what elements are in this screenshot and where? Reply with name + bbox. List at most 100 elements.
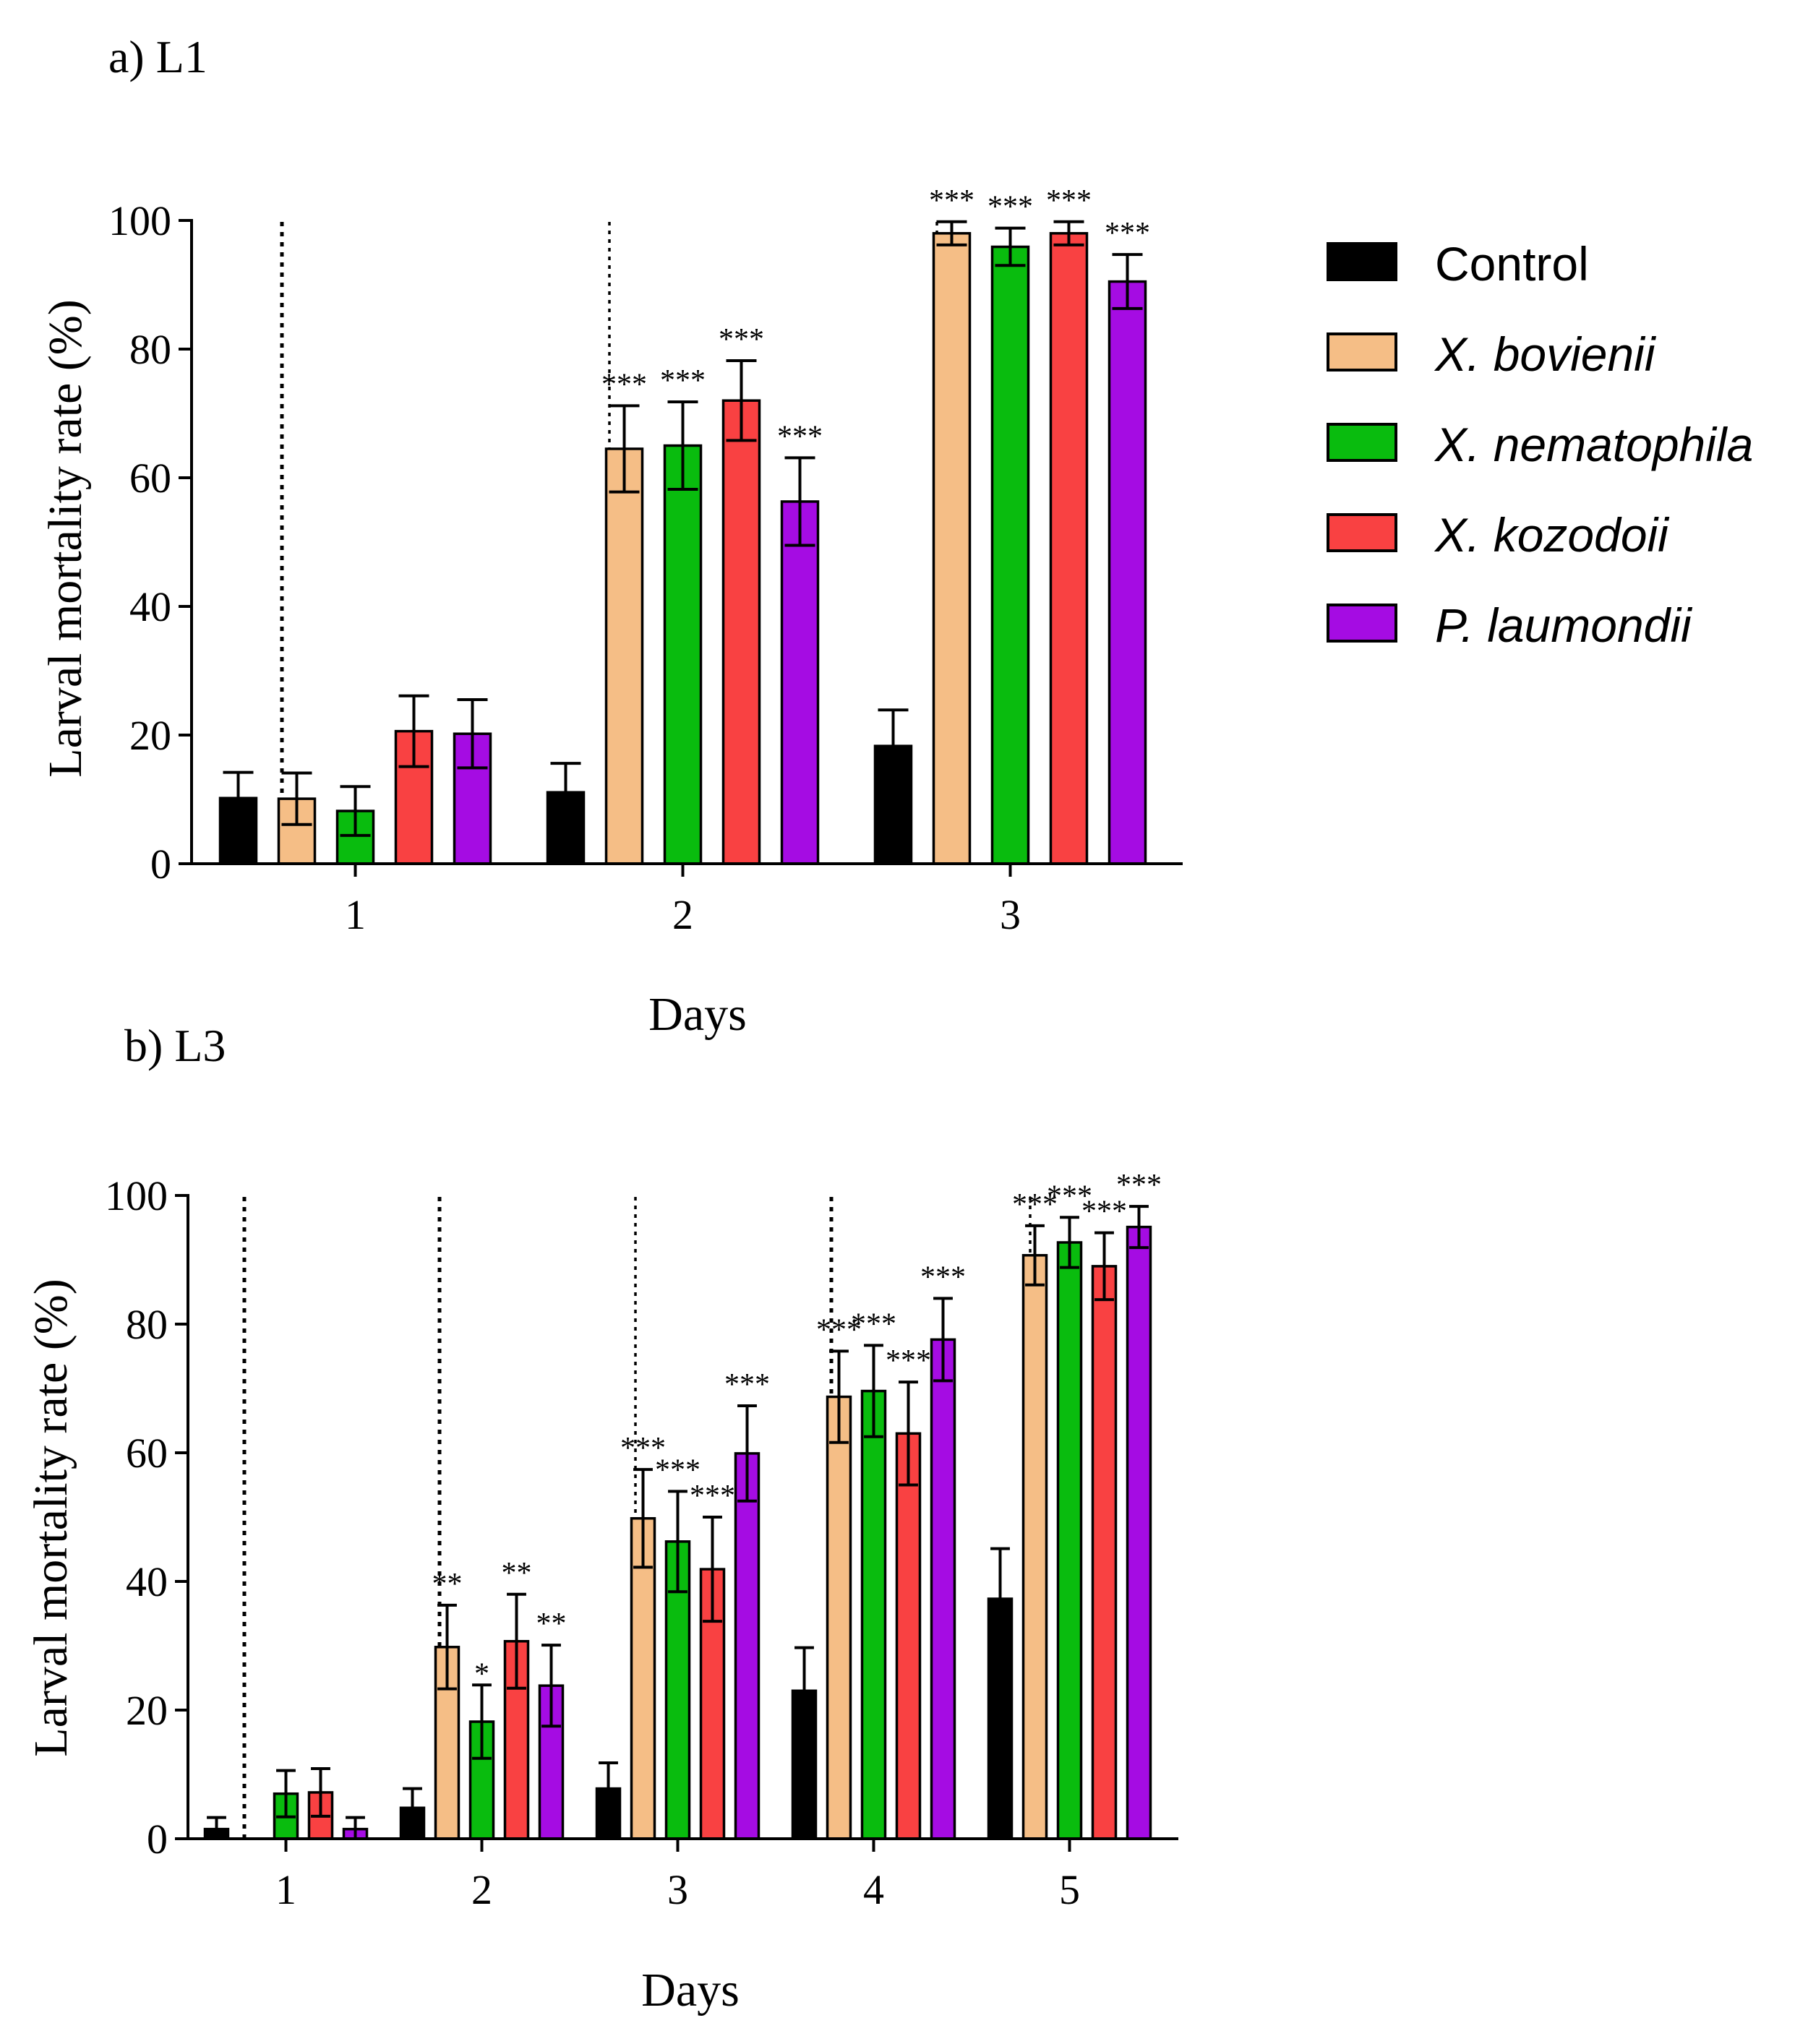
panel-b-bar-x-bovienii-day-5-error-bar: [1025, 1224, 1045, 1287]
panel-b-bar-x-kozodoii-day-3-significance: ***: [690, 1480, 735, 1513]
panel-b-bar-x-kozodoii-day-1-error-bar: [311, 1766, 330, 1818]
panel-b-bar-x-kozodoii-day-4-error-bar: [899, 1380, 918, 1487]
panel-b-bar-control-day-4-error-bar: [794, 1646, 814, 1735]
panel-a-bar-control-day-2-error-bar: [550, 762, 581, 823]
panel-a-bar-x-bovienii-day-2: [604, 447, 644, 865]
panel-a-title: a) L1: [108, 31, 207, 82]
legend-label-x-nematophila: X. nematophila: [1434, 418, 1753, 471]
panel-b-bar-x-bovienii-day-3: [630, 1517, 656, 1840]
legend: Control X. bovienii X. nematophila X. ko…: [1327, 237, 1753, 652]
panel-a-x-axis-title: Days: [648, 988, 747, 1041]
panel-a-bar-x-kozodoii-day-2: [721, 399, 761, 865]
panel-b-bar-x-nematophila-day-5-significance: ***: [1047, 1180, 1092, 1213]
panel-a-bar-x-bovienii-day-2-error-bar: [609, 404, 640, 494]
panel-a-bar-x-nematophila-day-3: [990, 245, 1030, 865]
panel-a-bar-p-laumondii-day-2-significance: ***: [777, 420, 823, 453]
panel-b-bar-x-bovienii-day-2-error-bar: [437, 1603, 457, 1691]
panel-a-y-tick-label-40: 40: [129, 583, 171, 630]
panel-b-bar-p-laumondii-day-3: [734, 1452, 761, 1840]
panel-b-y-tick-label-60: 60: [126, 1430, 168, 1477]
panel-b-bar-x-nematophila-day-1-error-bar: [276, 1769, 296, 1818]
panel-b-bar-control-day-3-error-bar: [599, 1761, 618, 1816]
panel-b-bar-p-laumondii-day-5-error-bar: [1129, 1205, 1149, 1250]
panel-b-bar-x-nematophila-day-2-significance: *: [474, 1657, 489, 1691]
panel-b-x-tick-label-day-1: 1: [275, 1866, 296, 1913]
panel-b-bar-p-laumondii-day-5-significance: ***: [1116, 1169, 1162, 1202]
panel-b-bar-x-nematophila-day-2-error-bar: [472, 1683, 492, 1760]
panel-a-bar-x-kozodoii-day-1-error-bar: [398, 694, 429, 768]
panel-b-plot-area: ****************************************…: [105, 1169, 1178, 1913]
panel-a-bar-x-nematophila-day-3-error-bar: [995, 226, 1026, 267]
panel-b-y-tick-label-20: 20: [126, 1687, 168, 1734]
panel-a-l1: a) L1 Larval mortality rate (%) Days ***…: [39, 31, 1183, 1041]
panel-b-x-tick-label-day-4: 4: [863, 1866, 884, 1913]
legend-swatch-x-bovienii: [1327, 332, 1397, 372]
panel-a-bar-x-nematophila-day-3-significance: ***: [987, 191, 1033, 224]
panel-b-bar-x-bovienii-day-4: [826, 1395, 852, 1840]
panel-b-y-axis-title: Larval mortality rate (%): [25, 1279, 77, 1757]
panel-b-bar-x-bovienii-day-4-significance: ***: [816, 1313, 862, 1347]
panel-b-bar-x-kozodoii-day-5-significance: ***: [1081, 1195, 1127, 1229]
panel-a-bar-p-laumondii-day-2-error-bar: [784, 456, 815, 547]
legend-swatch-x-kozodoii: [1327, 513, 1397, 552]
panel-b-bar-p-laumondii-day-4-error-bar: [933, 1297, 953, 1383]
panel-a-x-tick-label-day-1: 1: [345, 891, 366, 938]
panel-b-l3: b) L3 Larval mortality rate (%) Days ***…: [25, 1020, 1178, 2017]
panel-a-bar-x-kozodoii-day-3-significance: ***: [1046, 184, 1092, 218]
panel-a-bar-x-nematophila-day-2: [663, 444, 703, 865]
panel-b-bar-x-nematophila-day-4: [860, 1389, 887, 1840]
panel-b-bar-p-laumondii-day-5: [1126, 1225, 1152, 1840]
panel-a-x-tick-label-day-3: 3: [1000, 891, 1021, 938]
panel-b-bar-x-nematophila-day-5-error-bar: [1060, 1216, 1079, 1269]
panel-b-bar-x-kozodoii-day-2-significance: **: [502, 1557, 532, 1590]
panel-b-y-tick-label-0: 0: [147, 1816, 168, 1863]
panel-b-x-axis-title: Days: [641, 1964, 740, 2017]
panel-a-bar-x-bovienii-day-2-significance: ***: [601, 368, 647, 401]
panel-b-x-tick-label-day-5: 5: [1059, 1866, 1080, 1913]
panel-a-bar-control-day-1-error-bar: [223, 770, 254, 825]
panel-b-bar-p-laumondii-day-4: [930, 1338, 956, 1840]
panel-b-title: b) L3: [124, 1020, 226, 1071]
panel-a-bar-p-laumondii-day-1-error-bar: [457, 698, 488, 770]
panel-a-bar-x-bovienii-day-3: [932, 232, 972, 865]
panel-b-bar-x-bovienii-day-4-error-bar: [829, 1349, 849, 1444]
panel-b-bar-p-laumondii-day-3-error-bar: [737, 1404, 757, 1503]
panel-a-bar-x-nematophila-day-2-error-bar: [667, 400, 698, 491]
panel-b-bar-x-kozodoii-day-4: [895, 1432, 922, 1840]
panel-b-bar-p-laumondii-day-4-significance: ***: [920, 1261, 966, 1294]
panel-a-bar-x-kozodoii-day-3-error-bar: [1053, 220, 1084, 246]
legend-label-x-kozodoii: X. kozodoii: [1434, 508, 1670, 562]
panel-b-bar-x-nematophila-day-3-error-bar: [668, 1490, 687, 1594]
panel-a-bar-p-laumondii-day-3-error-bar: [1112, 253, 1143, 310]
panel-b-bar-x-bovienii-day-2-significance: **: [432, 1568, 463, 1601]
panel-a-bar-x-nematophila-day-2-significance: ***: [660, 364, 706, 398]
panel-a-bar-x-bovienii-day-1-error-bar: [281, 771, 312, 826]
panel-b-x-tick-label-day-3: 3: [667, 1866, 688, 1913]
legend-swatch-control: [1327, 242, 1397, 281]
legend-swatch-x-nematophila: [1327, 423, 1397, 462]
panel-a-y-tick-label-80: 80: [129, 326, 171, 373]
panel-b-bar-control-day-2-error-bar: [403, 1787, 422, 1829]
panel-b-bar-x-kozodoii-day-4-significance: ***: [886, 1344, 931, 1378]
panel-a-bar-x-bovienii-day-3-significance: ***: [929, 184, 974, 218]
panel-a-bar-p-laumondii-day-3: [1107, 280, 1147, 865]
panel-b-y-tick-label-40: 40: [126, 1558, 168, 1605]
panel-b-bar-x-nematophila-day-4-significance: ***: [851, 1307, 896, 1341]
panel-a-plot-area: *** *** *** *** *** *** *** *** 0 20 40 60 80 100 1 2 3: [108, 184, 1183, 938]
panel-a-y-tick-label-100: 100: [108, 197, 171, 244]
panel-a-bar-p-laumondii-day-3-significance: ***: [1105, 217, 1150, 250]
panel-b-y-tick-label-80: 80: [126, 1301, 168, 1348]
panel-b-bar-x-kozodoii-day-5-error-bar: [1094, 1231, 1114, 1302]
panel-b-bar-x-nematophila-day-3-significance: ***: [655, 1453, 701, 1487]
panel-a-bar-x-kozodoii-day-2-significance: ***: [719, 323, 764, 356]
panel-b-bar-x-bovienii-day-3-significance: ***: [620, 1432, 666, 1465]
panel-a-y-axis-title: Larval mortality rate (%): [39, 299, 92, 778]
panel-b-bar-p-laumondii-day-2-significance: **: [536, 1607, 567, 1641]
panel-a-bar-p-laumondii-day-2: [780, 500, 820, 865]
panel-b-bar-p-laumondii-day-3-significance: ***: [724, 1368, 770, 1401]
panel-b-bar-x-bovienii-day-5-significance: ***: [1012, 1188, 1058, 1221]
panel-a-bar-x-nematophila-day-1-error-bar: [340, 785, 371, 837]
panel-a-y-tick-label-60: 60: [129, 455, 171, 502]
legend-label-x-bovienii: X. bovienii: [1434, 327, 1657, 381]
